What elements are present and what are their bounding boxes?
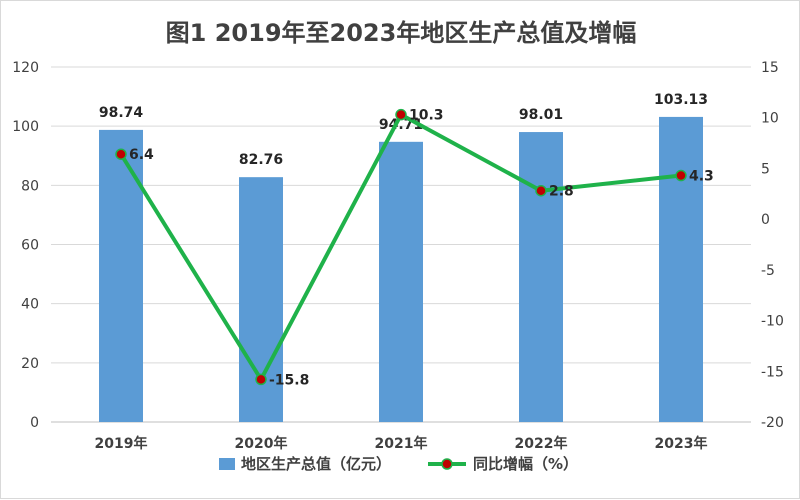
bar-value-label: 98.01 [519,107,563,123]
legend: 地区生产总值（亿元） 同比增幅（%） [219,455,578,473]
line-marker [535,184,547,197]
legend-bar-label: 地区生产总值（亿元） [241,455,391,473]
x-tick-label: 2023年 [655,435,708,452]
x-tick-label: 2019年 [95,435,148,452]
bar-value-label: 98.74 [99,105,144,121]
y-axis-left: 0 20 40 60 80 100 120 [12,60,39,431]
legend-line-marker [441,458,453,470]
x-tick-label: 2021年 [375,435,428,452]
y-right-tick-label: 5 [761,161,770,177]
bar [519,132,563,422]
bar [379,141,423,422]
y-left-tick-label: 0 [30,415,39,431]
y-right-tick-label: -15 [761,364,784,380]
y-left-tick-label: 60 [21,238,39,254]
line-value-labels: 6.4 -15.8 10.3 2.8 4.3 [129,108,714,389]
x-axis: 2019年 2020年 2021年 2022年 2023年 [51,421,751,452]
y-right-tick-label: -5 [761,263,775,279]
bar-value-label: 82.76 [239,152,283,168]
y-left-tick-label: 40 [21,297,39,313]
line-marker [255,373,267,386]
bar-series [99,116,703,423]
y-right-tick-label: 10 [761,111,779,127]
chart-title: 图1 2019年至2023年地区生产总值及增幅 [166,19,637,47]
x-tick-label: 2020年 [235,435,288,452]
line-value-label: 10.3 [409,108,444,124]
legend-line-label: 同比增幅（%） [473,455,578,473]
y-axis-right: -20 -15 -10 -5 0 5 10 15 [761,60,784,431]
bar [99,129,143,422]
line-marker [675,169,687,182]
line-value-label: 4.3 [689,169,714,185]
y-left-tick-label: 20 [21,356,39,372]
y-left-tick-label: 100 [12,119,39,135]
y-right-tick-label: -20 [761,415,784,431]
line-value-label: 2.8 [549,184,574,200]
y-left-tick-label: 120 [12,60,39,76]
bar [659,116,703,423]
line-series [115,108,687,386]
line-value-label: 6.4 [129,147,154,163]
y-right-tick-label: -10 [761,314,784,330]
line-marker [115,148,127,160]
x-tick-label: 2022年 [515,435,568,452]
legend-bar-swatch [219,458,235,470]
bar-value-label: 103.13 [654,92,708,108]
line-marker [395,108,407,121]
line-value-label: -15.8 [269,372,309,388]
y-left-tick-label: 80 [21,178,39,194]
y-right-tick-label: 0 [761,212,770,228]
y-right-tick-label: 15 [761,60,779,76]
